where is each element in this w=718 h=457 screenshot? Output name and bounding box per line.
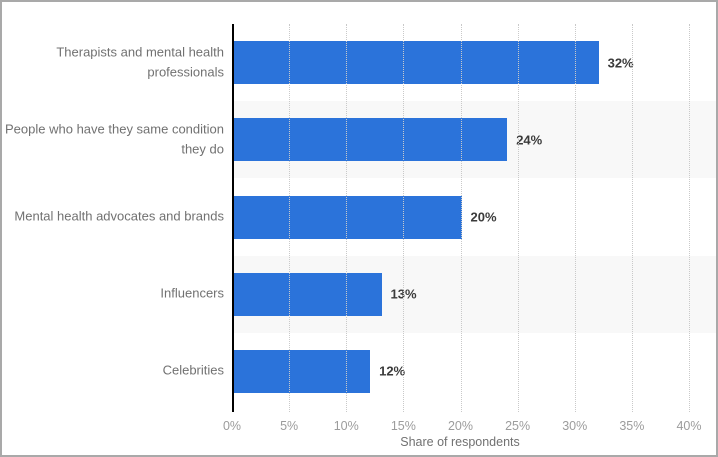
gridline (689, 24, 690, 412)
bar (233, 195, 462, 239)
x-tick-label: 5% (280, 419, 299, 433)
value-label: 20% (470, 209, 497, 225)
bar (233, 41, 599, 85)
value-label: 24% (516, 132, 543, 148)
x-tick-label: 10% (333, 419, 359, 433)
category-label: Mental health advocates and brands (14, 208, 224, 224)
x-tick-label: 35% (619, 419, 645, 433)
x-tick-label: 20% (447, 419, 474, 433)
category-label: Therapists and mental health professiona… (56, 44, 224, 80)
value-label: 32% (607, 55, 634, 71)
x-tick-label: 30% (562, 419, 588, 433)
x-axis-title: Share of respondents (400, 435, 520, 449)
bar (233, 118, 508, 162)
gridline (631, 24, 633, 412)
gridline (460, 24, 462, 412)
y-axis-line (232, 24, 234, 412)
category-label: Celebrities (162, 363, 224, 379)
gridline (574, 24, 576, 412)
category-label: Influencers (160, 285, 224, 301)
gridline (403, 24, 405, 412)
x-tick-label: 40% (676, 419, 702, 433)
bar (233, 349, 371, 393)
gridline (517, 24, 519, 412)
x-tick-label: 25% (505, 419, 531, 433)
gridline (346, 24, 348, 412)
bar (233, 272, 382, 316)
value-label: 12% (379, 363, 406, 379)
x-tick-label: 15% (390, 419, 416, 433)
category-label: People who have they same condition they… (5, 121, 224, 157)
x-tick-label: 0% (222, 419, 242, 433)
gridline (289, 24, 291, 412)
